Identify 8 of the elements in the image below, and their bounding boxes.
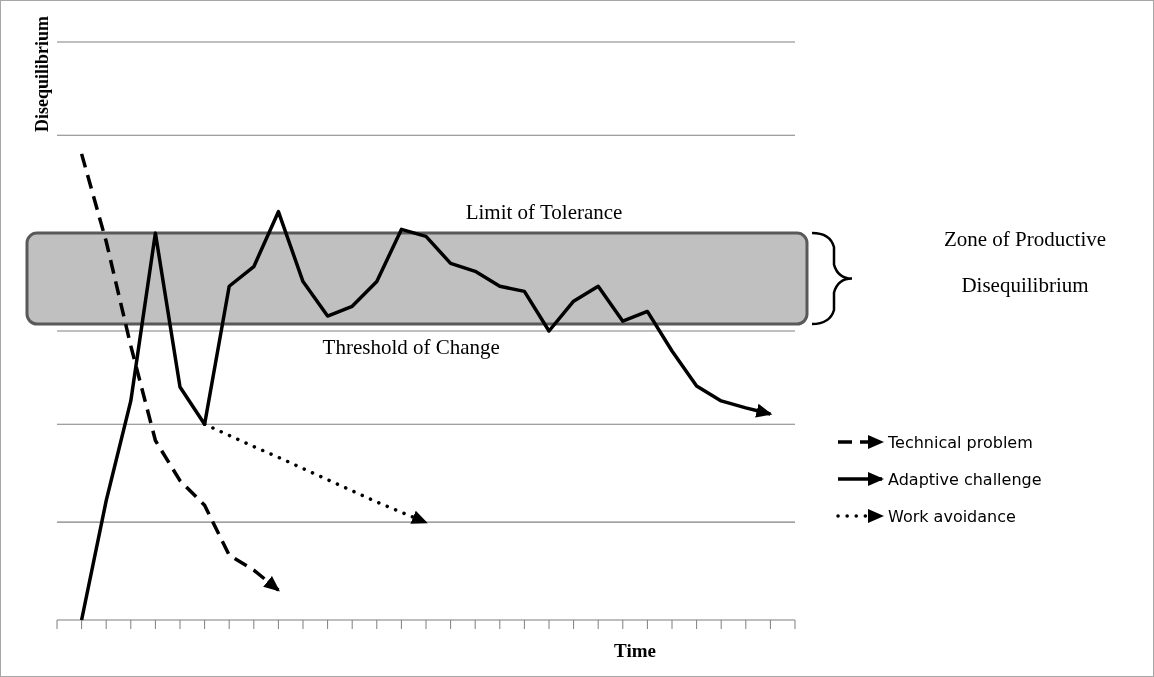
y-axis-title: Disequilibrium — [32, 16, 52, 133]
legend-label: Technical problem — [887, 433, 1033, 452]
annotation: Limit of Tolerance — [465, 200, 623, 225]
annotation: Threshold of Change — [322, 335, 500, 360]
legend-label: Adaptive challenge — [888, 470, 1042, 489]
x-axis-title: Time — [614, 640, 656, 661]
legend-label: Work avoidance — [888, 507, 1016, 526]
text: Zone of Productive Disequilibrium — [943, 226, 1107, 297]
